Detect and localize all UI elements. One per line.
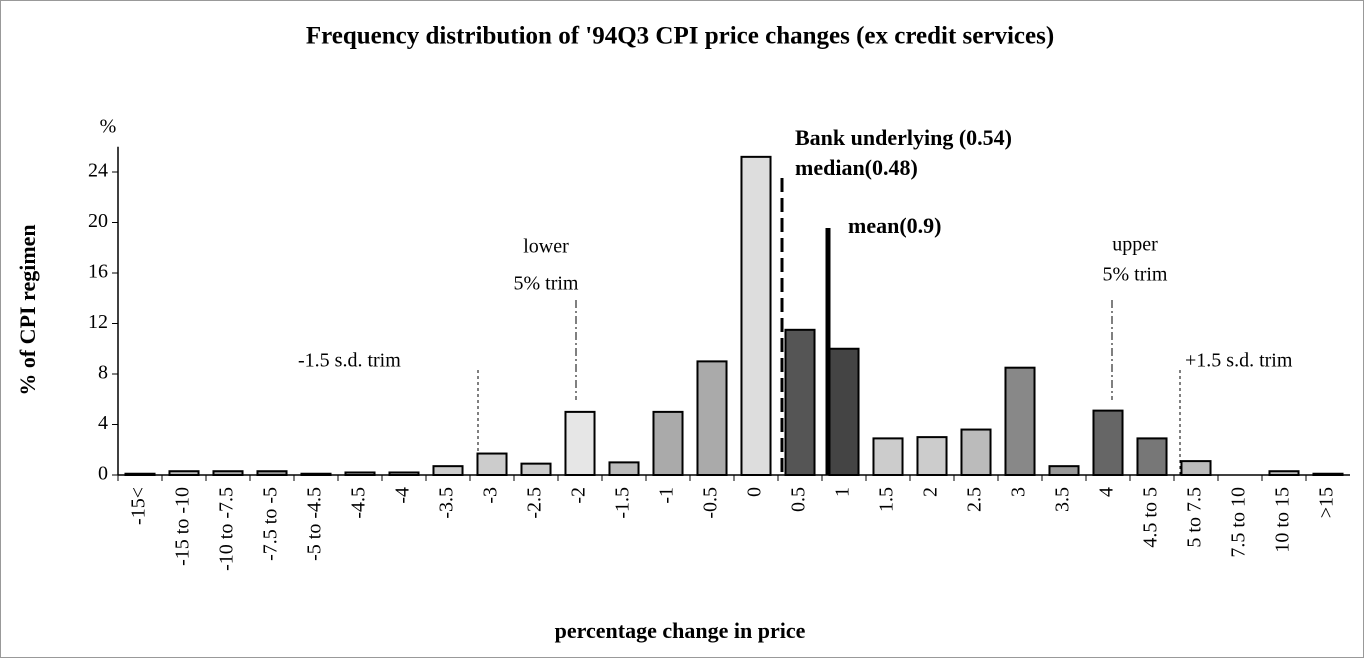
bar	[960, 428, 992, 476]
x-tick-label: 4	[1096, 487, 1118, 497]
bar	[1268, 470, 1300, 476]
x-tick-label: -3.5	[436, 487, 458, 519]
x-tick-label: -7.5 to -5	[260, 487, 282, 561]
x-tick-label: 7.5 to 10	[1228, 487, 1250, 558]
x-tick-label: 10 to 15	[1272, 487, 1294, 553]
x-tick-label: 2.5	[964, 487, 986, 512]
bar	[124, 472, 156, 476]
annotation: upper	[1112, 234, 1158, 256]
y-tick-label: 20	[88, 210, 108, 232]
bar	[1180, 460, 1212, 476]
bar	[520, 462, 552, 477]
x-tick-label: -15<	[128, 487, 150, 525]
x-tick-label: 2	[920, 487, 942, 497]
bar	[1048, 465, 1080, 477]
x-tick-label: -4	[392, 487, 414, 504]
x-tick-label: -10 to -7.5	[216, 487, 238, 571]
y-tick-label: 24	[88, 160, 108, 182]
x-tick-label: 1.5	[876, 487, 898, 512]
x-tick-label: -2	[568, 487, 590, 504]
bar	[168, 470, 200, 476]
bar	[432, 465, 464, 477]
x-tick-label: -2.5	[524, 487, 546, 519]
x-tick-label: 3	[1008, 487, 1030, 497]
x-tick-label: 1	[832, 487, 854, 497]
bar	[300, 472, 332, 476]
x-tick-label: -3	[480, 487, 502, 504]
bar	[1136, 437, 1168, 477]
bar	[916, 436, 948, 476]
y-unit: %	[100, 116, 117, 138]
x-tick-label: -4.5	[348, 487, 370, 519]
y-tick-label: 4	[98, 412, 108, 434]
bar	[828, 347, 860, 476]
x-tick-label: 3.5	[1052, 487, 1074, 512]
x-tick-label: 0.5	[788, 487, 810, 512]
annotation: 5% trim	[514, 273, 579, 295]
bar	[1312, 472, 1344, 476]
annotation: Bank underlying (0.54)	[795, 125, 1012, 150]
bar	[608, 461, 640, 476]
x-tick-label: -1	[656, 487, 678, 504]
bar	[740, 155, 772, 476]
annotation: mean(0.9)	[848, 213, 941, 238]
x-tick-label: 5 to 7.5	[1184, 487, 1206, 548]
y-tick-label: 0	[98, 463, 108, 485]
y-tick-label: 12	[88, 311, 108, 333]
x-tick-label: 4.5 to 5	[1140, 487, 1162, 548]
bar	[784, 328, 816, 476]
x-tick-label: -5 to -4.5	[304, 487, 326, 561]
chart-title: Frequency distribution of '94Q3 CPI pric…	[306, 23, 1054, 50]
x-tick-label: -0.5	[700, 487, 722, 519]
bar	[476, 452, 508, 477]
y-axis-label: % of CPI regimen	[15, 224, 40, 395]
bar	[1004, 366, 1036, 476]
bar	[388, 471, 420, 477]
y-tick-label: 16	[88, 261, 108, 283]
annotation-lines	[477, 178, 1181, 475]
annotation: 5% trim	[1103, 264, 1168, 286]
annotation: lower	[523, 236, 569, 258]
bar	[872, 437, 904, 477]
x-axis-label: percentage change in price	[555, 618, 806, 643]
bar	[564, 410, 596, 476]
bar	[696, 360, 728, 476]
x-tick-label: >15	[1316, 487, 1338, 518]
x-tick-label: 0	[744, 487, 766, 497]
bar	[212, 470, 244, 476]
x-tick-label: -15 to -10	[172, 487, 194, 566]
annotation: median(0.48)	[795, 155, 918, 180]
bar	[256, 470, 288, 476]
y-tick-label: 8	[98, 362, 108, 384]
bar	[652, 410, 684, 476]
annotation: -1.5 s.d. trim	[298, 350, 401, 372]
x-tick-label: -1.5	[612, 487, 634, 519]
annotation: +1.5 s.d. trim	[1185, 350, 1293, 372]
bar	[1092, 409, 1124, 476]
bar	[344, 471, 376, 477]
